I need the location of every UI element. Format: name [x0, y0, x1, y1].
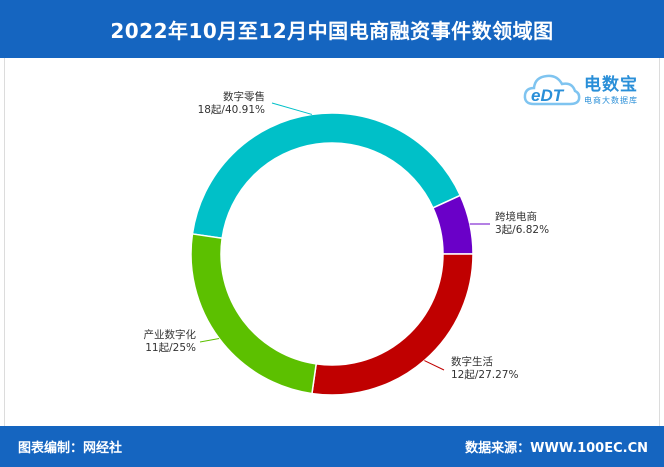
cloud-icon: eDT [523, 74, 581, 106]
donut-slices [190, 112, 474, 396]
chart-title: 2022年10月至12月中国电商融资事件数领域图 [110, 18, 554, 43]
leader-line [199, 338, 220, 343]
leader-line [424, 360, 445, 371]
slice-value-label: 12起/27.27% [451, 369, 518, 381]
chart-footer: 图表编制：网经社 数据来源：WWW.100EC.CN [0, 426, 664, 467]
slice-name-label: 产业数字化 [144, 328, 197, 341]
footer-credit: 图表编制：网经社 [18, 441, 123, 456]
footer-source: 数据来源：WWW.100EC.CN [465, 441, 648, 456]
donut-slice [311, 253, 474, 396]
leader-line [271, 102, 313, 115]
leader-lines [199, 102, 491, 371]
slice-value-label: 11起/25% [145, 342, 196, 354]
slice-value-label: 3起/6.82% [495, 224, 549, 236]
slice-name-label: 跨境电商 [495, 210, 537, 223]
donut-slice [191, 112, 462, 240]
chart-header: 2022年10月至12月中国电商融资事件数领域图 [0, 0, 664, 58]
logo-slogan: 电商大数据库 [584, 96, 638, 105]
logo-mark-text: eDT [531, 86, 565, 105]
donut-slice [190, 233, 318, 395]
logo-brand: 电数宝 [584, 75, 638, 95]
slice-value-label: 18起/40.91% [198, 104, 265, 116]
edt-logo: eDT 电数宝 电商大数据库 [522, 64, 650, 116]
slice-name-label: 数字零售 [223, 90, 265, 103]
slice-name-label: 数字生活 [451, 355, 493, 368]
donut-slice [431, 194, 474, 255]
chart-frame [4, 58, 660, 426]
